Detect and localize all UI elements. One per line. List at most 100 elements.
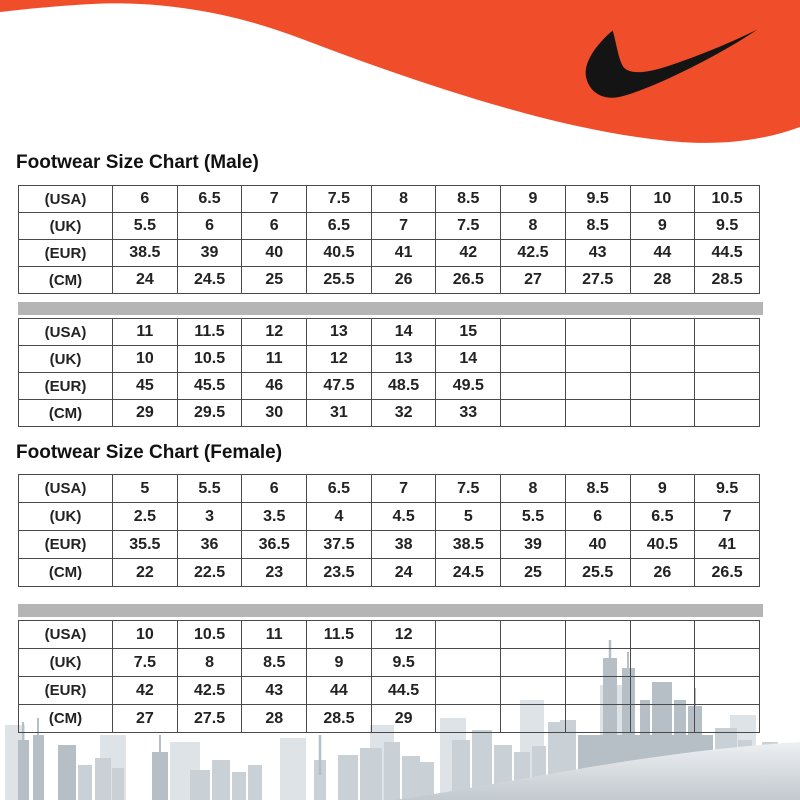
- size-cell: 5.5: [176, 474, 243, 503]
- size-cell: [564, 676, 631, 705]
- female-size-table-2: (USA) 10 10.5 11 11.5 12 (UK) 7.5 8 8.5 9 9.5 (EUR) 4…: [18, 620, 760, 733]
- size-cell: [564, 345, 631, 373]
- size-cell: 10: [112, 620, 178, 649]
- size-cell: [694, 399, 760, 427]
- size-row: (UK) 10 10.5 11 12 13 14: [18, 345, 760, 373]
- size-cell: [564, 648, 631, 677]
- size-cell: 36.5: [241, 530, 308, 559]
- size-cell: 6: [112, 185, 178, 213]
- size-row: (USA) 5 5.5 6 6.5 7 7.5 8 8.5 9 9.5: [18, 474, 760, 503]
- size-cell: 26.5: [694, 558, 760, 587]
- size-cell: 11: [241, 345, 308, 373]
- size-cell: 10.5: [176, 345, 243, 373]
- size-cell: [629, 372, 696, 400]
- size-cell: 40: [241, 239, 308, 267]
- size-cell: 26: [370, 266, 437, 294]
- size-cell: 28: [241, 704, 308, 733]
- size-cell: 8.5: [241, 648, 308, 677]
- size-cell: [500, 399, 566, 427]
- size-cell: 8.5: [564, 474, 631, 503]
- size-cell: [629, 676, 696, 705]
- size-cell: 10.5: [176, 620, 243, 649]
- size-cell: 6.5: [306, 474, 372, 503]
- size-cell: 7: [694, 502, 760, 531]
- female-size-table-1: (USA) 5 5.5 6 6.5 7 7.5 8 8.5 9 9.5 (UK) 2.5 3 3.5 4 4.5…: [18, 474, 760, 587]
- size-cell: 38: [370, 530, 437, 559]
- size-cell: [694, 345, 760, 373]
- size-row: (EUR) 45 45.5 46 47.5 48.5 49.5: [18, 372, 760, 400]
- size-cell: 9: [500, 185, 566, 213]
- size-cell: 33: [435, 399, 502, 427]
- size-cell: 9: [629, 474, 696, 503]
- size-cell: 6.5: [306, 212, 372, 240]
- row-label: (EUR): [18, 676, 113, 705]
- size-cell: 28: [629, 266, 696, 294]
- size-cell: 5.5: [112, 212, 178, 240]
- size-cell: 47.5: [306, 372, 372, 400]
- size-cell: 37.5: [306, 530, 372, 559]
- size-cell: 41: [694, 530, 760, 559]
- size-cell: [564, 372, 631, 400]
- size-cell: 44: [306, 676, 372, 705]
- size-row: (UK) 2.5 3 3.5 4 4.5 5 5.5 6 6.5 7: [18, 502, 760, 531]
- size-cell: 11.5: [176, 318, 243, 346]
- size-cell: 23.5: [306, 558, 372, 587]
- size-cell: 28.5: [694, 266, 760, 294]
- size-cell: 8: [500, 212, 566, 240]
- size-cell: 24: [112, 266, 178, 294]
- size-cell: [694, 648, 760, 677]
- size-row: (CM) 27 27.5 28 28.5 29: [18, 704, 760, 733]
- size-cell: 45: [112, 372, 178, 400]
- size-cell: 27.5: [176, 704, 243, 733]
- size-cell: [694, 676, 760, 705]
- size-cell: 13: [370, 345, 437, 373]
- size-cell: 7: [370, 212, 437, 240]
- size-cell: [629, 318, 696, 346]
- size-cell: 39: [500, 530, 566, 559]
- size-cell: 48.5: [370, 372, 437, 400]
- size-cell: 44.5: [370, 676, 437, 705]
- size-cell: [694, 318, 760, 346]
- size-cell: 4.5: [370, 502, 437, 531]
- size-cell: 24.5: [435, 558, 502, 587]
- size-cell: [500, 620, 566, 649]
- size-cell: 5.5: [500, 502, 566, 531]
- size-cell: [629, 620, 696, 649]
- row-label: (CM): [18, 399, 113, 427]
- size-cell: 25.5: [306, 266, 372, 294]
- size-cell: 7.5: [306, 185, 372, 213]
- row-label: (UK): [18, 345, 113, 373]
- size-row: (USA) 10 10.5 11 11.5 12: [18, 620, 760, 649]
- size-cell: 42.5: [500, 239, 566, 267]
- size-row: (CM) 29 29.5 30 31 32 33: [18, 399, 760, 427]
- size-cell: 38.5: [112, 239, 178, 267]
- size-row: (UK) 7.5 8 8.5 9 9.5: [18, 648, 760, 677]
- size-cell: 31: [306, 399, 372, 427]
- size-cell: 28.5: [306, 704, 372, 733]
- size-cell: 24.5: [176, 266, 243, 294]
- size-cell: [629, 345, 696, 373]
- size-cell: 6.5: [629, 502, 696, 531]
- size-cell: 6.5: [176, 185, 243, 213]
- size-cell: 42: [112, 676, 178, 705]
- size-cell: 8: [176, 648, 243, 677]
- size-cell: [435, 704, 502, 733]
- size-cell: [629, 648, 696, 677]
- size-cell: 6: [241, 212, 308, 240]
- size-cell: 12: [241, 318, 308, 346]
- size-cell: 29: [370, 704, 437, 733]
- row-label: (UK): [18, 648, 113, 677]
- size-cell: [500, 345, 566, 373]
- nike-swoosh-icon: [585, 29, 758, 98]
- size-cell: 10: [112, 345, 178, 373]
- size-cell: 45.5: [176, 372, 243, 400]
- row-label: (EUR): [18, 530, 113, 559]
- size-cell: 5: [112, 474, 178, 503]
- size-cell: 12: [306, 345, 372, 373]
- size-cell: 49.5: [435, 372, 502, 400]
- size-cell: [435, 676, 502, 705]
- male-size-table-1: (USA) 6 6.5 7 7.5 8 8.5 9 9.5 10 10.5 (UK) 5.5 6 6 6.5 7…: [18, 185, 760, 294]
- size-cell: 9.5: [694, 474, 760, 503]
- size-cell: [500, 648, 566, 677]
